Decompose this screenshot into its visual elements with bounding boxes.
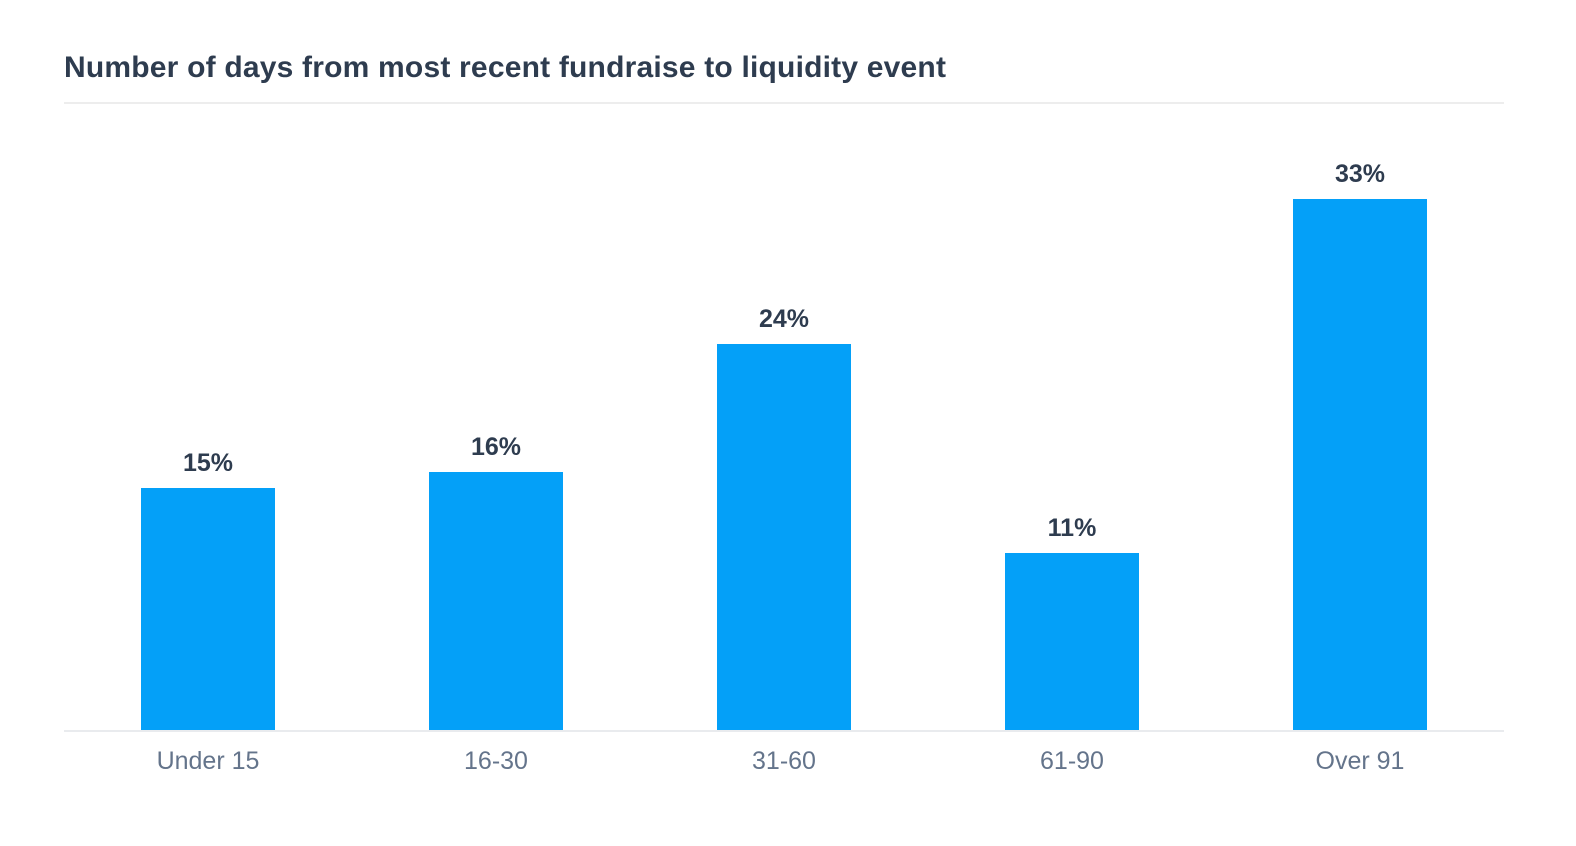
- bar-column: 11%: [928, 516, 1216, 730]
- x-axis-label: 31-60: [752, 747, 816, 775]
- bar[interactable]: [717, 344, 851, 730]
- bar-column: 33%: [1216, 162, 1504, 730]
- plot-area: 15% 16% 24% 11% 33%: [64, 104, 1504, 732]
- bar[interactable]: [141, 488, 275, 730]
- x-axis-label: Over 91: [1315, 747, 1405, 775]
- x-axis-label: Under 15: [156, 747, 260, 775]
- chart-card: Number of days from most recent fundrais…: [64, 0, 1504, 776]
- bar-value-label: 11%: [1047, 514, 1097, 542]
- bar-column: 24%: [640, 307, 928, 730]
- bar-value-label: 15%: [182, 449, 234, 477]
- title-divider: [64, 102, 1504, 104]
- x-axis: Under 15 16-30 31-60 61-90 Over 91: [64, 732, 1504, 776]
- x-axis-label: 16-30: [464, 747, 528, 775]
- bar-value-label: 33%: [1334, 160, 1386, 188]
- bar-value-label: 24%: [758, 305, 810, 333]
- chart-title: Number of days from most recent fundrais…: [64, 51, 947, 84]
- bar-column: 16%: [352, 435, 640, 730]
- bar[interactable]: [1293, 199, 1427, 730]
- bar[interactable]: [429, 472, 563, 730]
- bar[interactable]: [1005, 553, 1139, 730]
- x-axis-label: 61-90: [1040, 747, 1104, 775]
- bar-chart: 15% 16% 24% 11% 33% Under 15 16-30 31-60 61-90 O…: [64, 104, 1504, 776]
- bar-value-label: 16%: [470, 433, 522, 461]
- bar-column: 15%: [64, 451, 352, 730]
